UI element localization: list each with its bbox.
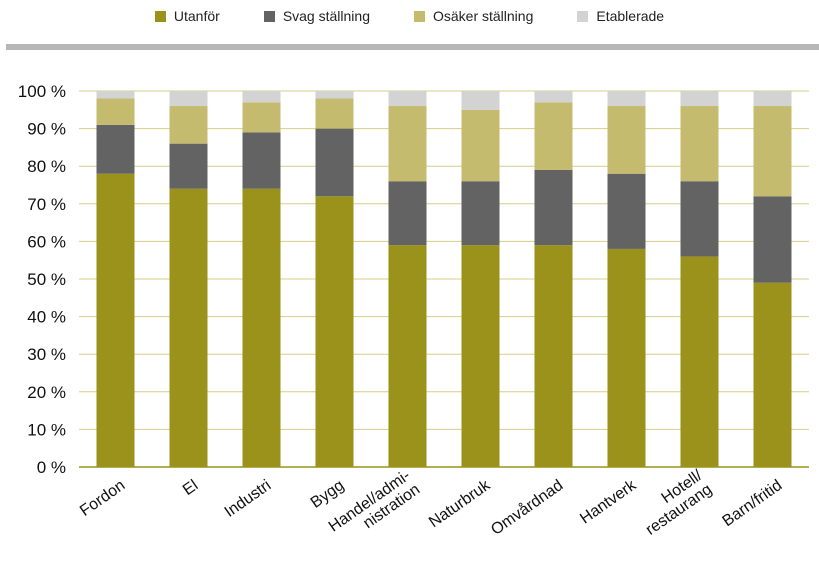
y-tick-label: 50 % bbox=[27, 270, 66, 289]
bar-segment bbox=[169, 106, 208, 144]
x-tick-label-line: Bygg bbox=[308, 477, 348, 512]
legend-label: Etablerade bbox=[596, 8, 665, 24]
x-tick-label: Hantverk bbox=[577, 476, 640, 527]
legend-swatch bbox=[263, 10, 275, 22]
y-tick-label: 70 % bbox=[27, 195, 66, 214]
bar-segment bbox=[315, 196, 354, 467]
bar-segment bbox=[242, 132, 281, 189]
bar-segment bbox=[607, 91, 646, 107]
x-tick-label: Hotell/restaurang bbox=[633, 467, 716, 539]
legend-item-osaker: Osäker ställning bbox=[413, 8, 534, 24]
bar-segment bbox=[169, 91, 208, 107]
bar-segment bbox=[461, 91, 500, 110]
x-tick-label: Naturbruk bbox=[426, 476, 494, 531]
bar-segment bbox=[315, 98, 354, 129]
bar-segment bbox=[534, 91, 573, 103]
legend-label: Osäker ställning bbox=[432, 8, 534, 24]
x-tick-label-line: Omvårdnad bbox=[488, 476, 567, 539]
bar-segment bbox=[753, 196, 792, 283]
bar-segment bbox=[534, 245, 573, 467]
y-tick-label: 0 % bbox=[37, 458, 66, 477]
bar-segment bbox=[680, 91, 719, 107]
bar-segment bbox=[680, 181, 719, 257]
legend-label: Utanför bbox=[173, 8, 220, 24]
bar-segment bbox=[242, 91, 281, 103]
bar-segment bbox=[680, 256, 719, 467]
y-tick-label: 10 % bbox=[27, 420, 66, 439]
bar-segment bbox=[96, 98, 135, 125]
legend-item-utanfor: Utanför bbox=[154, 8, 220, 24]
x-tick-label: Handel/admi-nistration bbox=[326, 467, 423, 549]
y-tick-label: 20 % bbox=[27, 383, 66, 402]
bar-segment bbox=[607, 106, 646, 174]
y-tick-label: 30 % bbox=[27, 345, 66, 364]
x-tick-label-line: Barn/fritid bbox=[720, 477, 786, 530]
x-tick-label: Fordon bbox=[77, 477, 128, 520]
x-tick-label-line: El bbox=[180, 477, 201, 499]
legend-swatch bbox=[413, 10, 425, 22]
bar-segment bbox=[461, 245, 500, 467]
x-tick-label-line: Fordon bbox=[77, 477, 128, 520]
bar-segment bbox=[680, 106, 719, 182]
legend-swatch bbox=[154, 10, 166, 22]
bar-segment bbox=[242, 188, 281, 467]
x-tick-label: Barn/fritid bbox=[720, 477, 786, 530]
legend-item-etablerade: Etablerade bbox=[577, 8, 664, 24]
y-tick-label: 90 % bbox=[27, 120, 66, 139]
bar-segment bbox=[607, 173, 646, 249]
bar-segment bbox=[753, 282, 792, 467]
bar-segment bbox=[96, 124, 135, 174]
header-divider bbox=[6, 44, 819, 50]
bar-segment bbox=[388, 91, 427, 107]
bar-segment bbox=[315, 91, 354, 99]
legend-swatch bbox=[577, 10, 589, 22]
x-tick-label: Industri bbox=[222, 477, 275, 521]
bar-segment bbox=[169, 188, 208, 467]
bar-segment bbox=[242, 102, 281, 133]
bar-segment bbox=[753, 106, 792, 197]
legend-label: Svag ställning bbox=[282, 8, 370, 24]
x-tick-label: Omvårdnad bbox=[488, 476, 567, 539]
bar-segment bbox=[753, 91, 792, 107]
x-tick-label-line: Hantverk bbox=[577, 476, 640, 527]
y-tick-label: 40 % bbox=[27, 308, 66, 327]
legend-item-svag: Svag ställning bbox=[263, 8, 370, 24]
x-tick-label-line: Industri bbox=[222, 477, 275, 521]
bar-segment bbox=[607, 248, 646, 467]
y-tick-label: 80 % bbox=[27, 157, 66, 176]
bar-segment bbox=[461, 181, 500, 246]
bar-segment bbox=[169, 143, 208, 189]
bar-segment bbox=[534, 102, 573, 170]
bar-segment bbox=[534, 169, 573, 246]
bar-segment bbox=[388, 181, 427, 246]
bar-segment bbox=[96, 173, 135, 467]
x-tick-label: Bygg bbox=[308, 477, 348, 512]
x-tick-label-line: Naturbruk bbox=[426, 476, 494, 531]
y-tick-label: 100 % bbox=[18, 82, 66, 101]
bar-segment bbox=[388, 106, 427, 182]
x-tick-label: El bbox=[180, 477, 201, 499]
bar-segment bbox=[315, 128, 354, 197]
bar-segment bbox=[388, 245, 427, 467]
bar-segment bbox=[461, 109, 500, 182]
bar-segment bbox=[96, 91, 135, 99]
legend: Utanför Svag ställning Osäker ställning … bbox=[0, 8, 819, 24]
y-tick-label: 60 % bbox=[27, 232, 66, 251]
